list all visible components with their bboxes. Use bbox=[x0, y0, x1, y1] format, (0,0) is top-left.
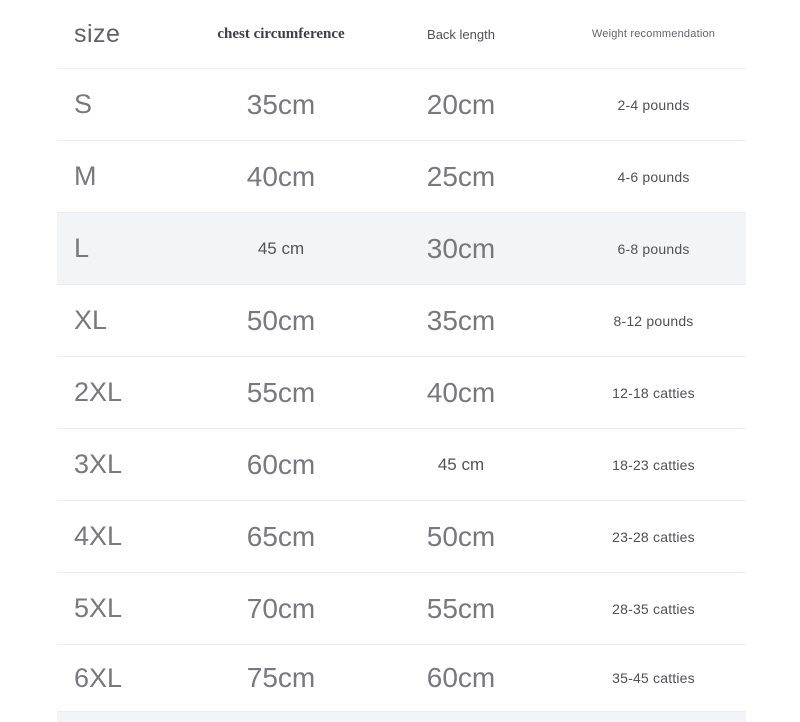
back-length-cell: 45 cm bbox=[437, 454, 485, 474]
header-chest-circumference-label: chest circumference bbox=[217, 25, 345, 42]
chest-cell: 45 cm bbox=[257, 238, 305, 258]
back-length-cell: 60cm bbox=[426, 662, 496, 693]
size-cell: S bbox=[74, 89, 93, 119]
table-row-5xl: 5XL 70cm 55cm 28-35 catties bbox=[57, 573, 746, 645]
back-length-cell: 30cm bbox=[426, 232, 496, 264]
weight-cell: 18-23 catties bbox=[612, 456, 695, 473]
table-row-4xl: 4XL 65cm 50cm 23-28 catties bbox=[57, 501, 746, 573]
table-row-2xl: 2XL 55cm 40cm 12-18 catties bbox=[57, 357, 746, 429]
header-back-length-label: Back length bbox=[427, 26, 495, 42]
table-row-6xl: 6XL 75cm 60cm 35-45 catties bbox=[57, 645, 746, 712]
chest-cell: 35cm bbox=[246, 88, 316, 120]
chest-cell: 55cm bbox=[246, 376, 316, 408]
table-row-s: S 35cm 20cm 2-4 pounds bbox=[57, 69, 746, 141]
size-cell: XL bbox=[74, 305, 108, 335]
table-header-row: size chest circumference Back length Wei… bbox=[57, 0, 746, 69]
size-cell: L bbox=[74, 233, 90, 263]
back-length-cell: 20cm bbox=[426, 88, 496, 120]
back-length-cell: 35cm bbox=[426, 304, 496, 336]
size-cell: 2XL bbox=[74, 377, 123, 407]
back-length-cell: 50cm bbox=[426, 520, 496, 552]
size-cell: 3XL bbox=[74, 449, 123, 479]
table-row-xl: XL 50cm 35cm 8-12 pounds bbox=[57, 285, 746, 357]
header-size-label: size bbox=[74, 19, 121, 48]
back-length-cell: 55cm bbox=[426, 592, 496, 624]
back-length-cell: 25cm bbox=[426, 160, 496, 192]
weight-cell: 6-8 pounds bbox=[617, 240, 690, 257]
chest-cell: 65cm bbox=[246, 520, 316, 552]
size-cell: 4XL bbox=[74, 521, 123, 551]
weight-cell: 12-18 catties bbox=[612, 384, 695, 401]
weight-cell: 23-28 catties bbox=[612, 528, 695, 545]
table-row-3xl: 3XL 60cm 45 cm 18-23 catties bbox=[57, 429, 746, 501]
next-row-highlight-peek bbox=[57, 712, 746, 722]
size-cell: 5XL bbox=[74, 593, 123, 623]
table-row-m: M 40cm 25cm 4-6 pounds bbox=[57, 141, 746, 213]
chest-cell: 60cm bbox=[246, 448, 316, 480]
chest-cell: 70cm bbox=[246, 592, 316, 624]
header-weight-recommendation-label: Weight recommendation bbox=[591, 28, 716, 40]
weight-cell: 2-4 pounds bbox=[617, 96, 690, 113]
table-row-l-highlighted: L 45 cm 30cm 6-8 pounds bbox=[57, 213, 746, 285]
chest-cell: 75cm bbox=[246, 662, 316, 693]
size-cell: 6XL bbox=[74, 662, 123, 693]
chest-cell: 40cm bbox=[246, 160, 316, 192]
back-length-cell: 40cm bbox=[426, 376, 496, 408]
chest-cell: 50cm bbox=[246, 304, 316, 336]
weight-cell: 28-35 catties bbox=[612, 600, 695, 617]
weight-cell: 35-45 catties bbox=[612, 670, 695, 686]
weight-cell: 8-12 pounds bbox=[613, 312, 694, 329]
size-cell: M bbox=[74, 161, 97, 191]
size-chart-table: size chest circumference Back length Wei… bbox=[57, 0, 746, 722]
weight-cell: 4-6 pounds bbox=[617, 168, 690, 185]
